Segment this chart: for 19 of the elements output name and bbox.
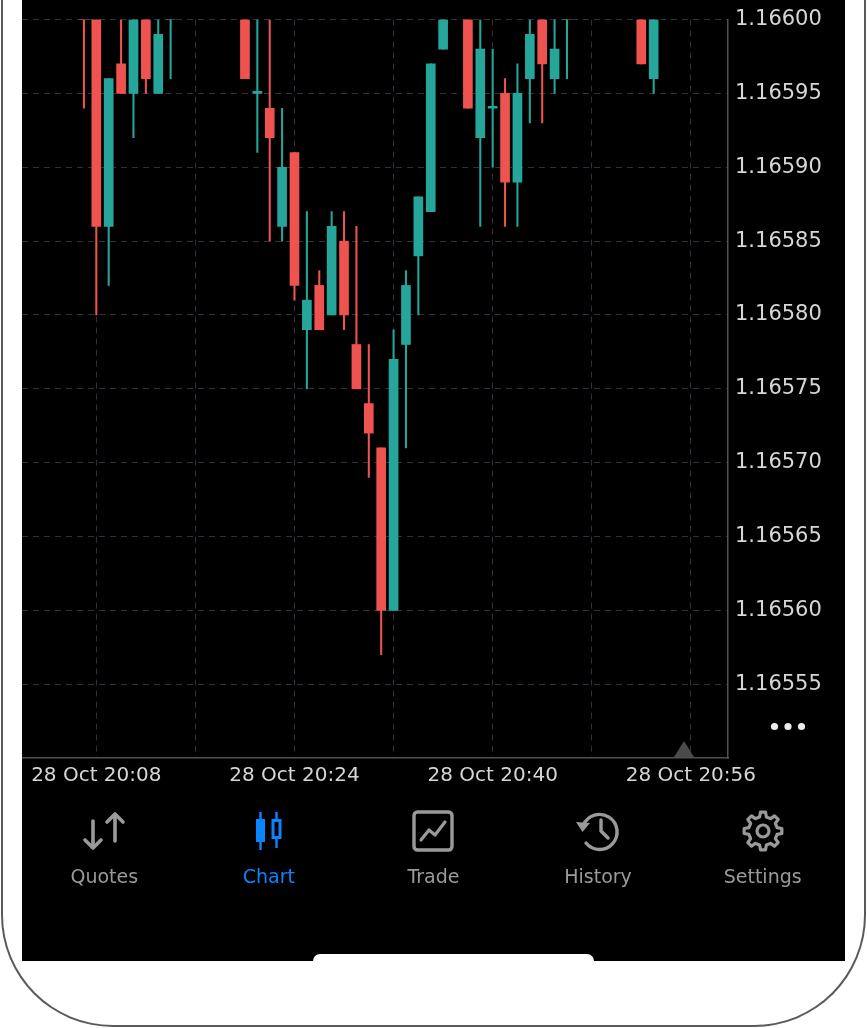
x-tick-label: 28 Oct 20:08 xyxy=(31,762,162,787)
text: Quotes xyxy=(70,864,139,888)
y-tick-label: 1.16585 xyxy=(735,227,822,252)
y-tick-label: 1.16555 xyxy=(735,670,822,695)
y-tick-label: 1.16580 xyxy=(735,301,822,326)
y-tick-label: 1.16595 xyxy=(735,79,822,104)
y-tick-label: 1.16570 xyxy=(735,449,822,474)
text: Trade xyxy=(407,864,460,888)
y-tick-label: 1.16565 xyxy=(735,522,822,547)
text: History xyxy=(564,864,632,888)
x-tick-label: 28 Oct 20:40 xyxy=(427,762,558,787)
text: Chart xyxy=(242,864,295,888)
x-tick-label: 28 Oct 20:24 xyxy=(229,762,360,787)
y-tick-label: 1.16575 xyxy=(735,375,822,400)
x-tick-label: 28 Oct 20:56 xyxy=(625,762,757,787)
y-tick-label: 1.16590 xyxy=(735,153,822,178)
text: Settings xyxy=(723,864,802,888)
y-tick-label: 1.16600 xyxy=(735,6,822,31)
y-tick-label: 1.16560 xyxy=(735,596,822,621)
